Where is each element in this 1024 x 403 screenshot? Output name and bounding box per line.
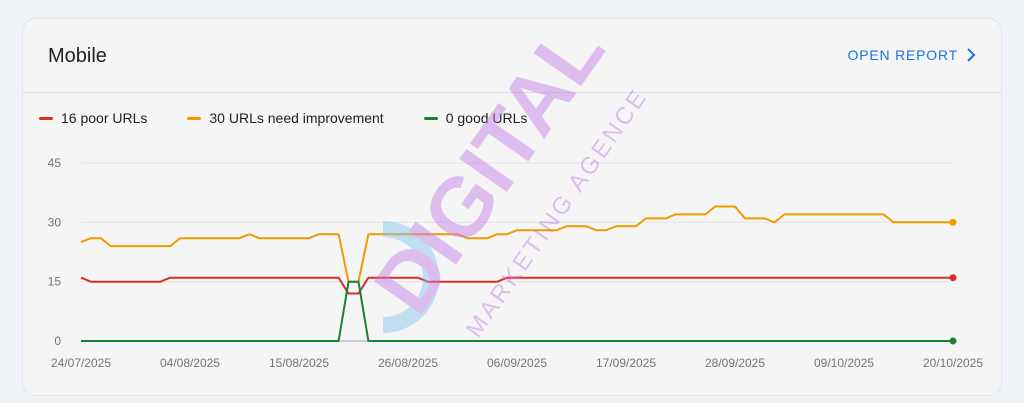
x-tick-label: 28/09/2025 (705, 356, 765, 370)
legend-item-needs-improvement[interactable]: 30 URLs need improvement (187, 110, 384, 126)
series-line-0 (80, 276, 953, 295)
chevron-right-icon (967, 48, 976, 62)
x-tick-label: 09/10/2025 (814, 356, 874, 370)
legend-item-good[interactable]: 0 good URLs (423, 110, 528, 126)
header-divider (23, 92, 1001, 93)
legend-label-poor: 16 poor URLs (61, 110, 148, 126)
series-line-1 (80, 205, 953, 283)
card-title: Mobile (48, 45, 107, 67)
x-tick-label: 17/09/2025 (596, 356, 656, 370)
x-tick-label: 15/08/2025 (269, 356, 329, 370)
legend-label-needs-improvement: 30 URLs need improvement (209, 110, 384, 126)
y-tick-label: 0 (54, 334, 61, 348)
chart-legend: 16 poor URLs 30 URLs need improvement 0 … (39, 110, 527, 126)
legend-swatch-poor (39, 116, 53, 120)
y-tick-label: 30 (48, 215, 62, 229)
x-tick-label: 20/10/2025 (923, 356, 983, 370)
line-chart: 0 15 30 45 24/07/2025 04/08/2025 15/08/2025 26/… (48, 156, 984, 370)
legend-swatch-needs-improvement (187, 116, 202, 120)
mobile-report-card: Mobile OPEN REPORT 16 poor URLs 30 URLs … (22, 18, 1002, 396)
x-tick-label: 26/08/2025 (378, 356, 438, 370)
legend-label-good: 0 good URLs (445, 110, 528, 126)
legend-item-poor[interactable]: 16 poor URLs (39, 110, 147, 126)
y-tick-label: 45 (48, 156, 62, 170)
legend-swatch-good (423, 116, 438, 120)
series-line-2 (81, 280, 953, 342)
series-end-point-1 (949, 218, 957, 226)
x-tick-label: 24/07/2025 (51, 356, 111, 370)
y-tick-label: 15 (48, 275, 62, 289)
series-end-point-0 (949, 274, 957, 282)
series-end-point-2 (949, 337, 957, 345)
open-report-label: OPEN REPORT (847, 47, 958, 63)
open-report-link[interactable]: OPEN REPORT (848, 47, 976, 63)
x-tick-label: 04/08/2025 (160, 356, 220, 370)
x-tick-label: 06/09/2025 (487, 356, 547, 370)
